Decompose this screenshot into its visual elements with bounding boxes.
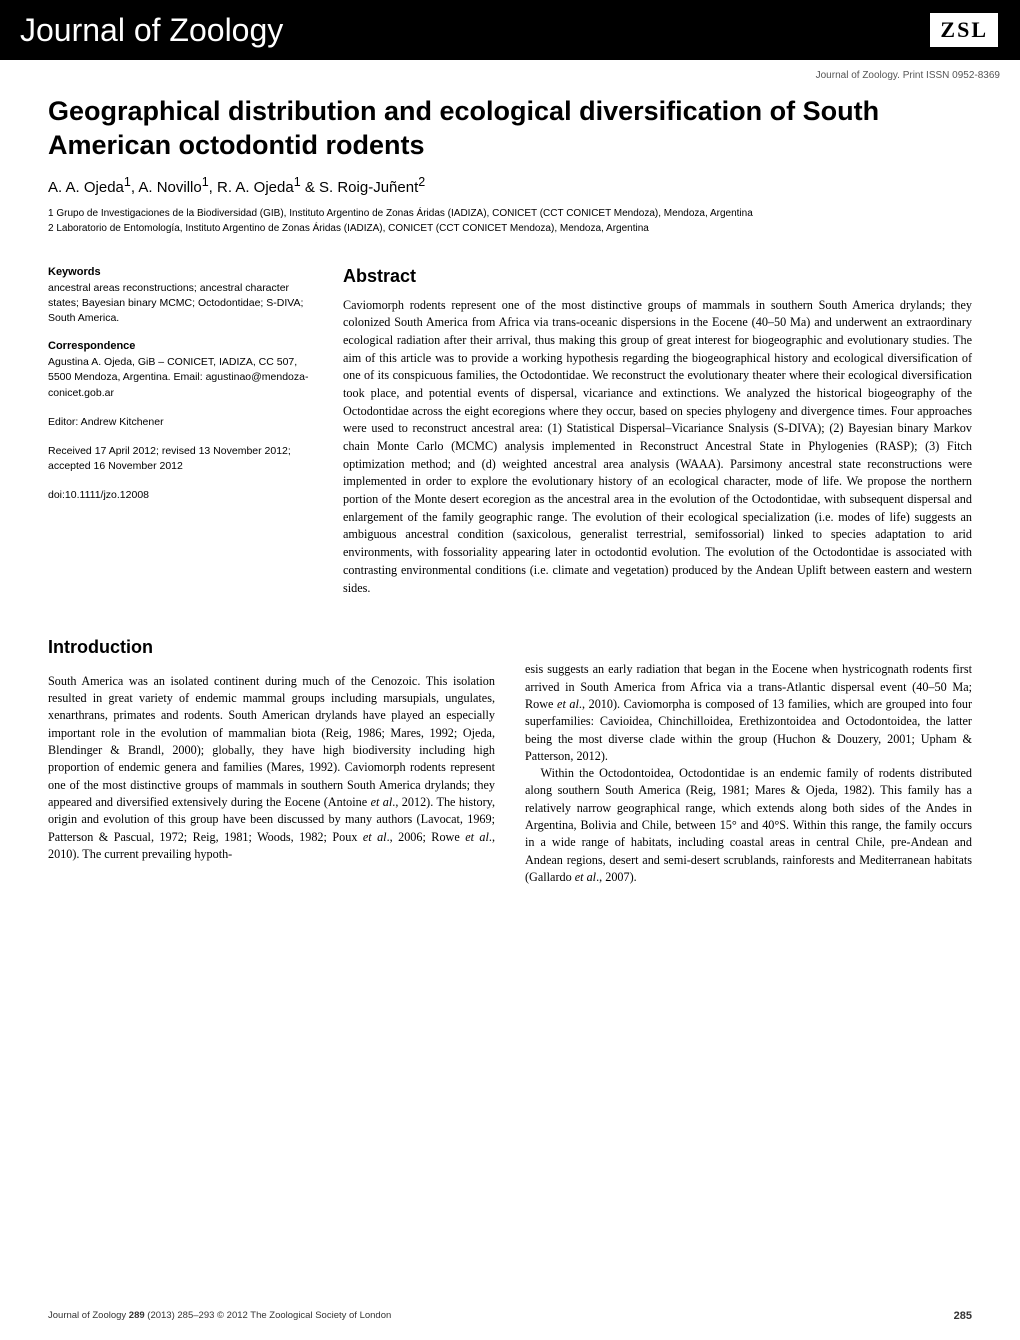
keywords-heading: Keywords: [48, 266, 313, 278]
abstract-column: Abstract Caviomorph rodents represent on…: [343, 266, 972, 598]
article-title: Geographical distribution and ecological…: [48, 95, 972, 163]
page-number: 285: [954, 1310, 972, 1322]
footer-citation: Journal of Zoology 289 (2013) 285–293 © …: [48, 1310, 391, 1322]
zsl-logo: ZSL: [928, 11, 1000, 49]
metadata-abstract-row: Keywords ancestral areas reconstructions…: [48, 266, 972, 598]
doi-text: doi:10.1111/jzo.12008: [48, 488, 313, 503]
abstract-body: Caviomorph rodents represent one of the …: [343, 297, 972, 598]
body-columns: Introduction South America was an isolat…: [48, 609, 972, 886]
introduction-heading: Introduction: [48, 635, 495, 661]
correspondence-text: Agustina A. Ojeda, GiB – CONICET, IADIZA…: [48, 355, 313, 401]
journal-header: Journal of Zoology ZSL: [0, 0, 1020, 60]
issn-line: Journal of Zoology. Print ISSN 0952-8369: [0, 60, 1020, 85]
journal-name: Journal of Zoology: [20, 12, 283, 49]
article-content: Geographical distribution and ecological…: [0, 85, 1020, 906]
affiliations: 1 Grupo de Investigaciones de la Biodive…: [48, 206, 972, 236]
editor-text: Editor: Andrew Kitchener: [48, 415, 313, 430]
body-column-right: esis suggests an early radiation that be…: [525, 609, 972, 886]
correspondence-heading: Correspondence: [48, 340, 313, 352]
authors: A. A. Ojeda1, A. Novillo1, R. A. Ojeda1 …: [48, 175, 972, 196]
keywords-text: ancestral areas reconstructions; ancestr…: [48, 281, 313, 327]
affiliation-2: 2 Laboratorio de Entomología, Instituto …: [48, 221, 972, 236]
abstract-heading: Abstract: [343, 266, 972, 287]
body-column-left: Introduction South America was an isolat…: [48, 609, 495, 886]
intro-paragraph-1: South America was an isolated continent …: [48, 673, 495, 864]
sidebar-metadata: Keywords ancestral areas reconstructions…: [48, 266, 313, 598]
received-text: Received 17 April 2012; revised 13 Novem…: [48, 444, 313, 474]
intro-paragraph-2: esis suggests an early radiation that be…: [525, 661, 972, 886]
affiliation-1: 1 Grupo de Investigaciones de la Biodive…: [48, 206, 972, 221]
page-footer: Journal of Zoology 289 (2013) 285–293 © …: [48, 1310, 972, 1322]
